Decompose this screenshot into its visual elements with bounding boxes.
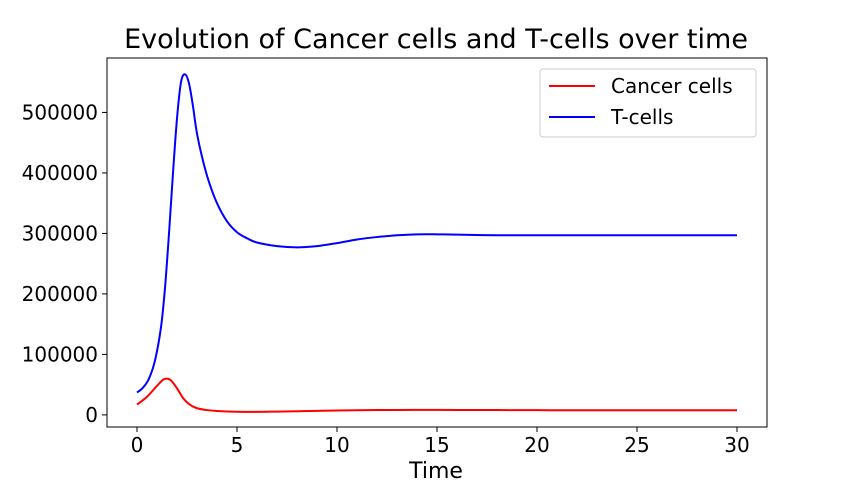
x-tick-label: 0 xyxy=(131,433,144,457)
y-tick-label: 500000 xyxy=(22,100,98,124)
plot-area xyxy=(136,73,737,413)
x-tick-label: 15 xyxy=(424,433,449,457)
x-axis-label: Time xyxy=(408,459,463,480)
x-axis: 0 5 10 15 20 25 30 xyxy=(131,427,750,457)
x-tick-label: 30 xyxy=(724,433,749,457)
x-tick-label: 20 xyxy=(524,433,549,457)
x-tick-label: 25 xyxy=(624,433,649,457)
y-tick-label: 300000 xyxy=(22,221,98,245)
series-line-t-cells xyxy=(136,73,737,394)
legend-label: Cancer cells xyxy=(611,74,733,98)
series-line-cancer-cells xyxy=(136,377,737,413)
x-tick-label: 10 xyxy=(324,433,349,457)
legend-label: T-cells xyxy=(610,105,673,129)
y-tick-label: 0 xyxy=(85,403,98,427)
y-axis: 0 100000 200000 300000 400000 500000 xyxy=(22,100,107,427)
legend: Cancer cells T-cells xyxy=(539,68,757,138)
y-tick-label: 400000 xyxy=(22,161,98,185)
x-tick-label: 5 xyxy=(231,433,244,457)
y-tick-label: 200000 xyxy=(22,282,98,306)
y-tick-label: 100000 xyxy=(22,342,98,366)
chart-title: Evolution of Cancer cells and T-cells ov… xyxy=(124,24,748,55)
